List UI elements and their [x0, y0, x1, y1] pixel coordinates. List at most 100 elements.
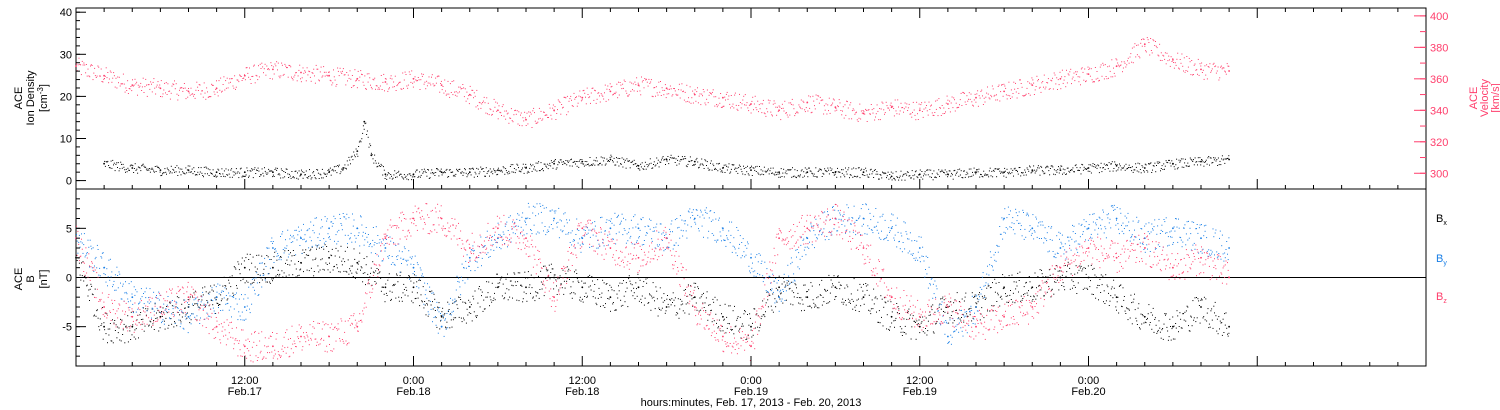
bx-sample — [475, 315, 477, 317]
density-sample — [720, 171, 722, 173]
density-sample — [914, 174, 916, 176]
velocity-sample — [717, 104, 719, 106]
bx-sample — [118, 327, 120, 329]
bx-sample — [879, 322, 881, 324]
density-sample — [788, 169, 790, 171]
bx-sample — [882, 325, 884, 327]
velocity-sample — [1117, 62, 1119, 64]
bx-sample — [261, 255, 263, 257]
velocity-sample — [219, 89, 221, 91]
velocity-sample — [1004, 85, 1006, 87]
density-sample — [734, 168, 736, 170]
velocity-sample — [566, 114, 568, 116]
by-sample — [212, 307, 214, 309]
bx-sample — [806, 291, 808, 292]
velocity-sample — [856, 119, 858, 121]
density-sample — [1062, 173, 1063, 175]
bx-sample — [894, 319, 896, 321]
density-sample — [873, 177, 875, 178]
bx-sample — [156, 312, 157, 314]
velocity-sample — [1178, 67, 1180, 69]
bx-sample — [362, 272, 364, 274]
bx-sample — [723, 319, 725, 321]
bx-sample — [105, 333, 107, 335]
density-sample — [140, 170, 142, 172]
velocity-sample — [263, 72, 264, 74]
bx-sample — [282, 276, 284, 278]
velocity-sample — [884, 112, 886, 114]
bx-sample — [508, 289, 510, 291]
velocity-point — [328, 74, 330, 77]
density-sample — [235, 173, 237, 175]
velocity-sample — [725, 99, 726, 101]
velocity-sample — [482, 100, 484, 102]
bx-sample — [588, 286, 590, 288]
velocity-sample — [1071, 83, 1072, 85]
velocity-sample — [92, 79, 94, 81]
velocity-sample — [1104, 64, 1106, 66]
density-sample — [1048, 170, 1050, 172]
bx-sample — [941, 298, 943, 300]
by-sample — [135, 311, 137, 313]
density-sample — [577, 161, 579, 162]
velocity-sample — [823, 105, 825, 107]
bx-sample — [168, 324, 170, 326]
velocity-sample — [692, 90, 694, 92]
velocity-sample — [468, 95, 470, 97]
density-sample — [1070, 169, 1072, 171]
velocity-sample — [407, 87, 409, 89]
velocity-sample — [1211, 68, 1213, 70]
density-sample — [613, 157, 615, 159]
bx-sample — [403, 289, 405, 290]
bx-sample — [536, 292, 538, 293]
bx-sample — [1100, 292, 1102, 293]
bx-sample — [401, 300, 403, 302]
density-sample — [148, 169, 150, 171]
bx-sample — [944, 311, 946, 313]
by-sample — [161, 322, 162, 324]
bx-sample — [636, 288, 637, 290]
velocity-sample — [431, 76, 432, 78]
velocity-sample — [996, 99, 998, 101]
density-sample — [536, 170, 538, 172]
density-sample — [1050, 165, 1052, 167]
bx-point — [750, 325, 752, 328]
bx-sample — [950, 301, 952, 303]
velocity-sample — [165, 82, 167, 84]
density-sample — [791, 176, 793, 178]
bx-sample — [197, 306, 199, 308]
density-sample — [998, 168, 1000, 170]
by-sample — [172, 308, 174, 310]
velocity-sample — [365, 88, 367, 90]
by-sample — [328, 237, 330, 239]
bx-sample — [672, 292, 674, 294]
bx-sample — [559, 275, 561, 277]
bx-sample — [526, 300, 528, 302]
velocity-sample — [1181, 53, 1183, 55]
density-sample — [276, 169, 278, 171]
bx-sample — [607, 298, 609, 299]
velocity-sample — [538, 118, 540, 120]
bx-sample — [122, 329, 124, 331]
density-sample — [539, 170, 541, 172]
velocity-sample — [369, 77, 371, 79]
density-sample — [138, 166, 140, 168]
velocity-sample — [1097, 77, 1099, 79]
velocity-sample — [333, 69, 334, 71]
density-sample — [570, 159, 572, 161]
density-sample — [1021, 172, 1023, 174]
density-sample — [197, 171, 199, 173]
density-sample — [369, 143, 371, 145]
bx-sample — [594, 284, 596, 285]
density-sample — [330, 174, 332, 176]
velocity-sample — [889, 109, 890, 111]
bx-sample — [1066, 271, 1068, 273]
density-sample — [610, 154, 612, 156]
bx-sample — [726, 316, 728, 318]
by-point — [637, 227, 640, 230]
bx-sample — [919, 332, 921, 334]
density-sample — [448, 176, 450, 177]
bx-sample — [1033, 295, 1035, 297]
density-sample — [527, 170, 529, 172]
